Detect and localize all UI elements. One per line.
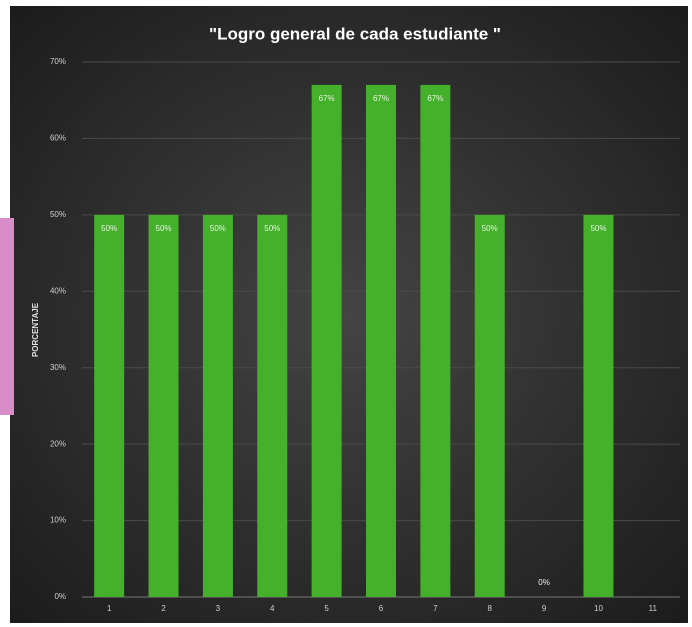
x-tick-label: 6 (379, 604, 384, 613)
x-tick-label: 2 (161, 604, 166, 613)
x-tick-label: 7 (433, 604, 438, 613)
x-tick-label: 1 (107, 604, 112, 613)
value-label: 50% (264, 224, 280, 233)
value-label: 50% (156, 224, 172, 233)
value-label: 50% (482, 224, 498, 233)
chart-title: "Logro general de cada estudiante " (209, 24, 501, 43)
value-label: 67% (373, 94, 389, 103)
value-label: 67% (319, 94, 335, 103)
x-tick-label: 8 (488, 604, 493, 613)
value-label: 50% (101, 224, 117, 233)
x-tick-label: 11 (649, 604, 658, 613)
y-tick-label: 0% (54, 592, 66, 601)
x-tick-label: 5 (324, 604, 329, 613)
y-tick-label: 40% (50, 286, 66, 295)
side-tab (0, 218, 14, 415)
value-label: 50% (210, 224, 226, 233)
bar (257, 214, 288, 597)
bar (366, 84, 396, 597)
value-label: 50% (590, 224, 606, 233)
y-tick-label: 10% (50, 516, 66, 525)
x-tick-label: 9 (542, 604, 547, 613)
bar (311, 84, 342, 597)
x-tick-label: 4 (270, 604, 275, 613)
bar (202, 214, 233, 597)
y-tick-label: 30% (50, 363, 66, 372)
bar (474, 214, 505, 597)
y-tick-label: 50% (50, 210, 66, 219)
bar (148, 214, 179, 597)
y-tick-label: 20% (50, 439, 66, 448)
bar (420, 84, 451, 597)
bar (583, 214, 614, 597)
x-tick-label: 3 (216, 604, 221, 613)
y-axis-label: PORCENTAJE (31, 302, 40, 357)
x-tick-label: 10 (594, 604, 603, 613)
y-tick-label: 70% (50, 57, 66, 66)
bar (94, 214, 125, 597)
value-label: 0% (538, 578, 550, 587)
y-tick-label: 60% (50, 134, 66, 143)
value-label: 67% (427, 94, 443, 103)
